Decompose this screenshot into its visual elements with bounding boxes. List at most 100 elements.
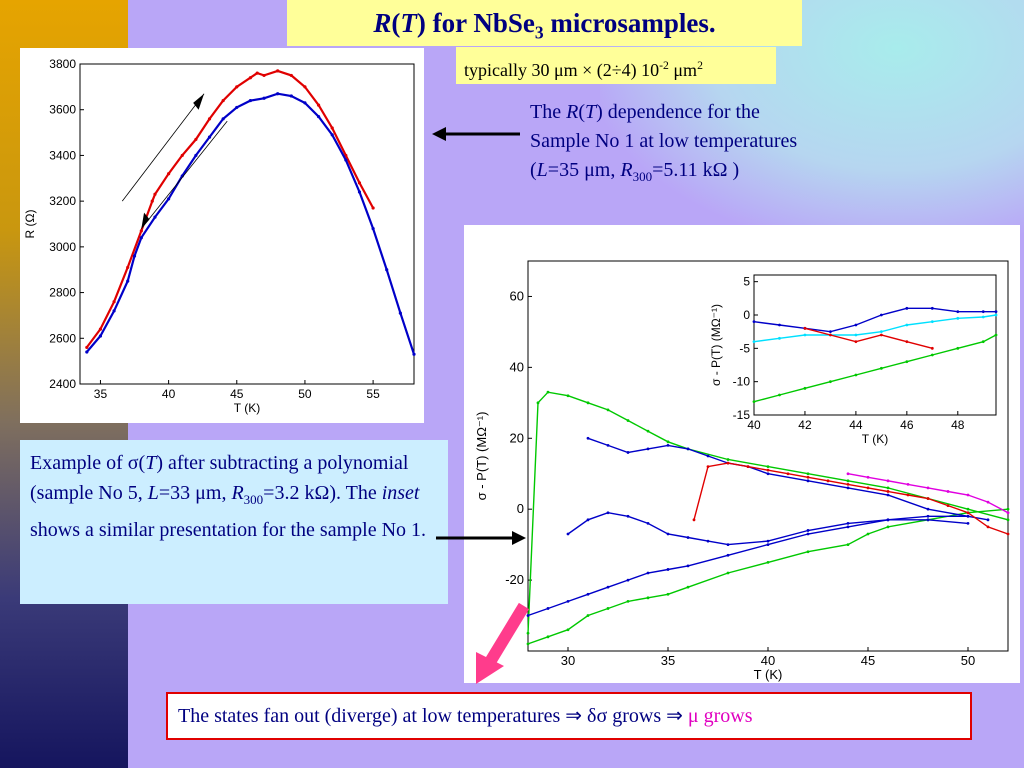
rt-data-point xyxy=(207,117,212,121)
rt-x-tick-label: 40 xyxy=(162,387,176,401)
rt-y-tick-label: 3200 xyxy=(49,194,76,208)
sigma-data-point xyxy=(586,592,590,596)
inset-data-point xyxy=(752,320,756,324)
rt-data-point xyxy=(398,311,402,315)
inset-data-point xyxy=(981,315,985,319)
inset-data-point xyxy=(956,316,960,320)
sigma-x-tick-label: 40 xyxy=(761,653,775,668)
sigma-data-point xyxy=(906,482,910,486)
inset-y-tick-label: -15 xyxy=(733,408,751,422)
rt-data-point xyxy=(98,327,103,331)
inset-data-point xyxy=(981,340,985,344)
sigma-data-point xyxy=(966,521,970,525)
sigma-data-point xyxy=(926,507,930,511)
cooling-arrow-line xyxy=(141,120,228,229)
sigma-data-point xyxy=(726,553,730,557)
sigma-data-point xyxy=(706,539,710,543)
sigma-data-point xyxy=(692,518,696,522)
rt-y-tick-label: 2800 xyxy=(49,286,76,300)
sigma-data-point xyxy=(846,525,850,529)
rt-data-point xyxy=(316,103,321,107)
rt-data-point xyxy=(180,153,184,158)
inset-data-point xyxy=(829,380,832,384)
inset-data-point xyxy=(905,323,909,327)
sigma-data-point xyxy=(886,479,890,483)
rt-data-point xyxy=(303,101,307,105)
rt-data-point xyxy=(276,92,280,96)
inset-data-point xyxy=(854,340,858,344)
inset-x-tick-label: 48 xyxy=(951,418,965,432)
sigma-data-point xyxy=(766,465,770,469)
sigma-data-point xyxy=(726,571,730,575)
sigma-x-tick-label: 50 xyxy=(961,653,975,668)
rt-data-point xyxy=(412,352,416,356)
sigma-data-point xyxy=(766,560,770,564)
sigma-data-point xyxy=(536,401,540,405)
rt-x-tick-label: 35 xyxy=(94,387,108,401)
sigma-data-point xyxy=(526,642,530,646)
rt-data-point xyxy=(85,350,89,354)
rt-data-point xyxy=(112,309,116,313)
rt-description: The R(T) dependence for the Sample No 1 … xyxy=(530,101,798,184)
sigma-data-point xyxy=(526,631,530,635)
rt-chart: 35 40 45 50 55 2400 2600 2800 3000 3200 3400 3600 38… xyxy=(20,48,424,423)
sigma-data-point xyxy=(706,465,710,469)
sigma-data-point xyxy=(986,518,990,522)
inset-plot-frame xyxy=(753,274,997,416)
rt-data-point xyxy=(303,85,307,89)
sigma-data-point xyxy=(726,461,730,465)
sigma-data-point xyxy=(646,429,650,433)
inset-data-point xyxy=(854,333,858,337)
sigma-data-point xyxy=(726,458,730,461)
sigma-data-point xyxy=(606,585,610,589)
sigma-data-point xyxy=(646,447,650,451)
rt-data-point xyxy=(276,69,280,73)
sigma-data-point xyxy=(966,493,970,497)
rt-x-tick-label: 45 xyxy=(230,387,244,401)
inset-y-tick-label: -10 xyxy=(733,375,751,389)
sigma-data-point xyxy=(846,543,850,547)
inset-data-point xyxy=(829,330,832,334)
sigma-data-point xyxy=(586,518,590,522)
inset-data-point xyxy=(905,306,909,310)
inset-y-tick-label: 5 xyxy=(743,275,750,289)
sigma-data-point xyxy=(666,440,670,444)
rt-y-tick-label: 2400 xyxy=(49,377,76,391)
sigma-data-point xyxy=(886,518,890,522)
sigma-data-point xyxy=(686,564,690,568)
rt-y-tick-label: 3800 xyxy=(49,57,76,71)
sigma-data-point xyxy=(566,599,570,603)
inset-x-tick-label: 46 xyxy=(900,418,914,432)
sigma-data-point xyxy=(626,514,630,518)
inset-data-point xyxy=(829,333,832,337)
inset-data-point xyxy=(930,320,934,324)
rt-data-point xyxy=(153,215,157,219)
cooling-arrow-head xyxy=(141,212,150,229)
sigma-data-point xyxy=(606,607,610,610)
sigma-data-point xyxy=(926,497,930,500)
inset-series-line-2 xyxy=(804,327,933,349)
rt-y-tick-label: 3600 xyxy=(49,103,76,117)
sigma-data-point xyxy=(666,532,670,536)
inset-y-tick-label: 0 xyxy=(743,308,750,322)
sigma-data-point xyxy=(866,532,870,536)
sigma-data-point xyxy=(566,394,570,398)
sigma-data-point xyxy=(586,436,590,440)
sigma-x-tick-label: 30 xyxy=(561,653,575,668)
rt-data-point xyxy=(207,135,212,139)
sigma-data-point xyxy=(846,472,850,476)
rt-data-point xyxy=(255,71,259,75)
rt-data-point xyxy=(132,254,137,258)
pink-arrow-icon xyxy=(476,602,530,684)
sigma-data-point xyxy=(806,529,810,532)
sigma-data-point xyxy=(646,596,650,600)
sigma-data-point xyxy=(886,525,890,529)
rt-data-point xyxy=(126,265,130,270)
sigma-series-line-1 xyxy=(527,508,1009,645)
rt-data-point xyxy=(330,126,334,130)
rt-data-point xyxy=(167,172,171,176)
sigma-data-point xyxy=(726,543,730,547)
sigma-data-point xyxy=(626,578,630,582)
sigma-x-tick-label: 35 xyxy=(661,653,675,668)
sigma-data-point xyxy=(766,472,770,476)
